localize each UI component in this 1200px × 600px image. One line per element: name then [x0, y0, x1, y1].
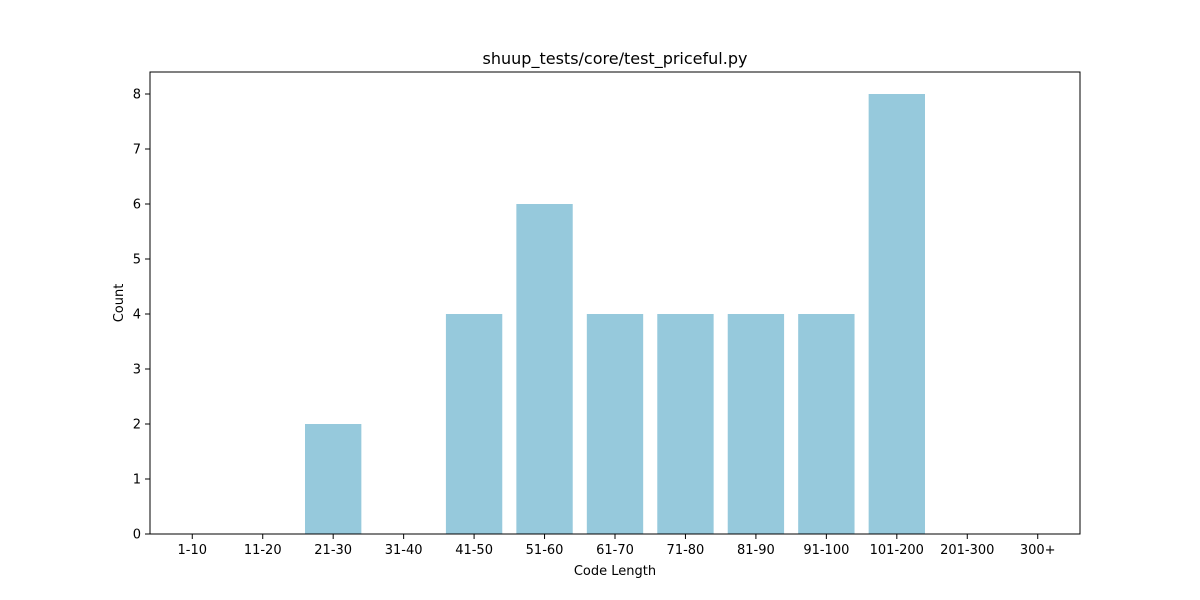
x-tick-label: 51-60 — [526, 543, 564, 558]
x-tick-label: 81-90 — [737, 543, 775, 558]
bar-101-200 — [868, 94, 925, 534]
bar-21-30 — [305, 424, 362, 534]
bar-91-100 — [798, 314, 855, 534]
bar-61-70 — [586, 314, 644, 534]
x-tick-label: 71-80 — [667, 543, 705, 558]
x-tick-label: 61-70 — [596, 543, 634, 558]
bar-41-50 — [445, 314, 503, 534]
y-tick-label: 8 — [133, 88, 141, 103]
y-axis-ticks: 0 1 2 3 4 5 6 7 8 — [133, 88, 150, 543]
x-tick-label: 101-200 — [870, 543, 924, 558]
x-tick-label: 41-50 — [455, 543, 493, 558]
plot-frame — [149, 71, 1081, 535]
x-tick-label: 21-30 — [314, 543, 352, 558]
x-tick-label: 11-20 — [244, 543, 282, 558]
x-tick-label: 201-300 — [940, 543, 994, 558]
x-tick-label: 1-10 — [178, 543, 208, 558]
y-tick-label: 7 — [133, 143, 141, 158]
bar-81-90 — [727, 314, 785, 534]
y-tick-label: 4 — [133, 308, 141, 323]
x-tick-label: 300+ — [1020, 543, 1056, 558]
bars-group — [305, 94, 925, 534]
y-tick-label: 1 — [133, 473, 141, 488]
y-tick-label: 0 — [133, 528, 141, 543]
chart-title: shuup_tests/core/test_priceful.py — [483, 49, 748, 69]
x-axis-label: Code Length — [574, 564, 656, 579]
x-axis-ticks: 1-10 11-20 21-30 31-40 41-50 51-60 61-70 71-80 8… — [178, 534, 1056, 558]
x-tick-label: 31-40 — [385, 543, 423, 558]
y-tick-label: 6 — [133, 198, 141, 213]
bar-71-80 — [657, 314, 714, 534]
x-tick-label: 91-100 — [803, 543, 849, 558]
bar-51-60 — [516, 204, 573, 534]
y-tick-label: 5 — [133, 253, 141, 268]
y-axis-label: Count — [112, 284, 127, 323]
y-tick-label: 3 — [133, 363, 141, 378]
y-tick-label: 2 — [133, 418, 141, 433]
